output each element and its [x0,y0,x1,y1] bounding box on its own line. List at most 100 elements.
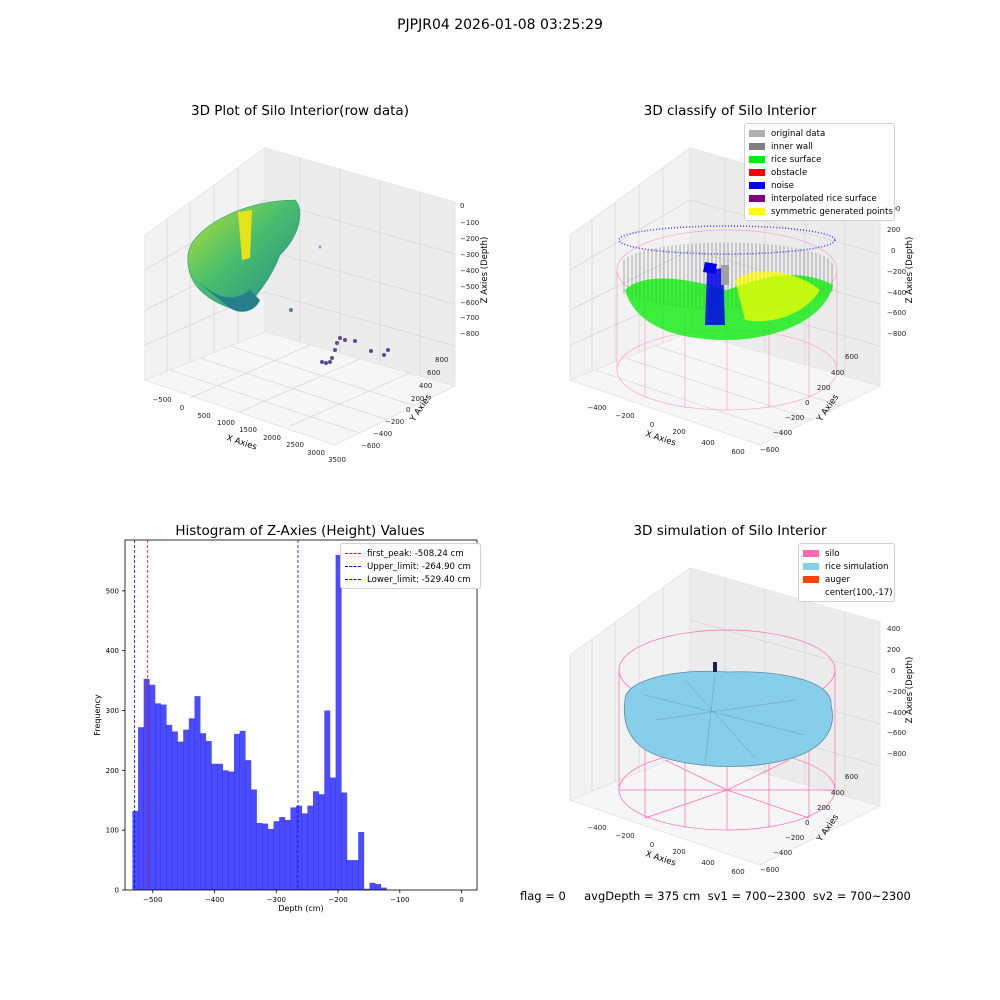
panel1-xtick: 1000 [217,419,235,427]
histogram-bar [217,763,224,890]
legend-swatch [749,195,765,202]
legend-label: obstacle [771,167,808,178]
legend-swatch [803,589,819,596]
histogram-chart: −500 −400 −300 −200 −100 0 0 100 200 300 400 500 D… [93,539,478,913]
histogram-legend: first_peak: -508.24 cm Upper_limit: -264… [340,543,481,589]
panel2-xtick: 0 [650,421,654,429]
panel4-zlabel: Z Axies (Depth) [905,657,915,724]
panel2-xtick: −200 [615,412,634,420]
histogram-bar [279,817,286,890]
panel1-ztick: −300 [460,251,479,259]
panel4-3d-plot: −400 −200 0 200 400 600 X Axies 600 400 … [568,567,915,876]
panel2-ytick: 200 [817,384,830,392]
histogram-bar [262,823,269,890]
histogram-ytick-label: 300 [106,707,119,715]
legend-entry-auger: auger [803,573,889,586]
legend-swatch [803,576,819,583]
histogram-bar [313,791,319,890]
panel4-ztick: 0 [891,667,895,675]
legend-entry-center: center(100,-17) [803,586,893,599]
panel1-ztick: −200 [460,235,479,243]
panel2-xtick: 600 [731,448,744,456]
histogram-bars [132,554,387,890]
histogram-xlabel: Depth (cm) [278,904,323,913]
histogram-bar [234,733,240,890]
legend-line [345,579,361,580]
histogram-bar [166,724,173,890]
noise-ring-points [618,225,836,255]
panel1-ytick: 0 [406,406,410,414]
panel2-ztick: 200 [887,226,900,234]
legend-swatch [749,156,765,163]
outlier-points [289,245,390,365]
panel2-ytick: −600 [760,446,779,454]
panel1-ytick: 800 [435,356,448,364]
legend-entry-rice-surface: rice surface [749,153,889,166]
histogram-ytick-label: 400 [106,647,119,655]
legend-swatch [803,550,819,557]
auger-points [238,210,252,260]
panel1-ytick: 400 [419,382,432,390]
histogram-bar [228,771,235,890]
panel1-ytick: −600 [361,442,380,450]
legend-label: inner wall [771,141,813,152]
panel1-xtick: −500 [152,396,171,404]
legend-label: Upper_limit: -264.90 cm [367,561,471,572]
symmetric-points [735,271,820,322]
legend-entry-inner-wall: inner wall [749,140,889,153]
panel1-xtick: 2000 [263,434,281,442]
histogram-bar [341,792,348,890]
legend-label: first_peak: -508.24 cm [367,548,464,559]
panel1-ztick: −500 [460,283,479,291]
obstacle-region [721,265,729,285]
histogram-xticks: −500 −400 −300 −200 −100 0 [143,890,464,904]
panel4-ytick: −200 [785,834,804,842]
histogram-ytick-label: 0 [115,887,119,895]
panel2-ztick: 0 [891,247,895,255]
panel2-xtick: 200 [672,428,685,436]
legend-label: interpolated rice surface [771,193,877,204]
panel4-ytick: 600 [845,773,858,781]
histogram-bar [380,887,387,890]
panel1-ztick: 0 [460,202,464,210]
panel4-ztick: −800 [887,750,906,758]
histogram-bar [335,554,342,890]
panel4-xtick: 400 [701,859,714,867]
histogram-bar [239,730,246,890]
legend-entry-symmetric: symmetric generated points [749,205,893,218]
legend-line [345,566,361,567]
histogram-bar [358,831,365,890]
panel2-ytick: −400 [773,429,792,437]
panel4-ztick: 200 [887,646,900,654]
panel2-ytick: −200 [785,414,804,422]
histogram-xtick-label: −400 [205,896,224,904]
legend-entry-obstacle: obstacle [749,166,889,179]
panel4-xtick: 600 [731,868,744,876]
legend-entry-original-data: original data [749,127,889,140]
histogram-limit-lines [134,540,299,890]
panel1-xtick: 3000 [307,449,325,457]
panel1-ztick: −600 [460,299,479,307]
panel1-ztick: −100 [460,219,479,227]
histogram-bar [183,729,190,890]
histogram-bar [273,821,280,890]
histogram-bar [324,710,331,890]
panel2-ytick: 400 [831,369,844,377]
legend-swatch [749,182,765,189]
panel2-title: 3D classify of Silo Interior [643,103,817,119]
histogram-bar [177,741,184,890]
panel2-zlabel: Z Axies (Depth) [905,237,915,304]
legend-entry-upper-limit: Upper_limit: -264.90 cm [345,560,475,573]
panel1-xtick: 500 [197,412,210,420]
histogram-bar [149,684,156,890]
histogram-bar [205,741,212,890]
histogram-bar [250,789,257,890]
panel4-xtick: −200 [615,832,634,840]
panel1-ztick: −700 [460,314,479,322]
histogram-bar [352,860,359,890]
histogram-bar [375,884,382,890]
legend-swatch [749,143,765,150]
legend-entry-interpolated: interpolated rice surface [749,192,889,205]
panel4-xtick: 200 [672,848,685,856]
legend-swatch [749,130,765,137]
